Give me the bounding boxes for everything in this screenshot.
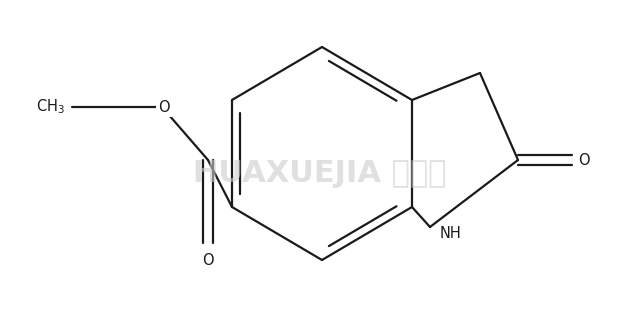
Text: O: O xyxy=(158,100,170,115)
Text: HUAXUEJIA 化学加: HUAXUEJIA 化学加 xyxy=(193,158,447,188)
Text: CH$_3$: CH$_3$ xyxy=(36,98,65,116)
Text: O: O xyxy=(578,153,589,167)
Text: O: O xyxy=(202,253,214,268)
Text: NH: NH xyxy=(440,226,462,241)
